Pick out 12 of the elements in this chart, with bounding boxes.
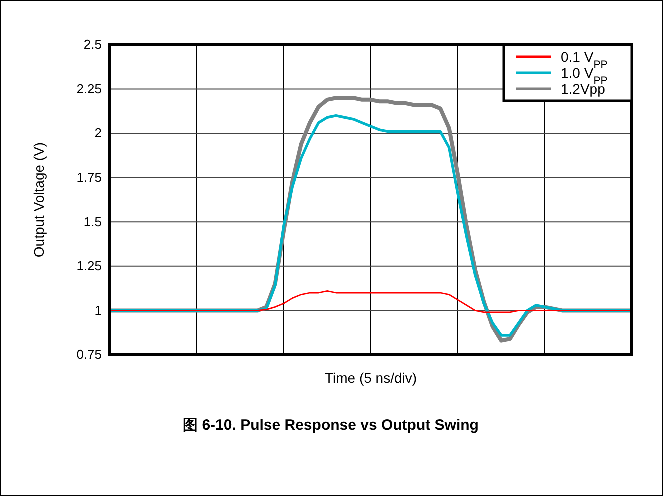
y-tick-label: 2.25 — [76, 81, 102, 96]
x-axis-title: Time (5 ns/div) — [324, 370, 418, 386]
y-tick-label: 1.25 — [76, 258, 102, 274]
y-tick-label: 1.75 — [76, 170, 102, 186]
y-tick-label: 1 — [94, 302, 102, 318]
y-axis-title: Output Voltage (V) — [31, 142, 47, 258]
text: 图 6-10. Pulse Response vs Output Swing — [183, 417, 479, 434]
y-tick-label: 1.5 — [84, 214, 102, 230]
y-tick-label: 2 — [94, 126, 102, 141]
line-series — [109, 290, 633, 314]
y-tick-label: 2.5 — [84, 37, 102, 52]
y-tick-label: 0.75 — [76, 347, 102, 362]
